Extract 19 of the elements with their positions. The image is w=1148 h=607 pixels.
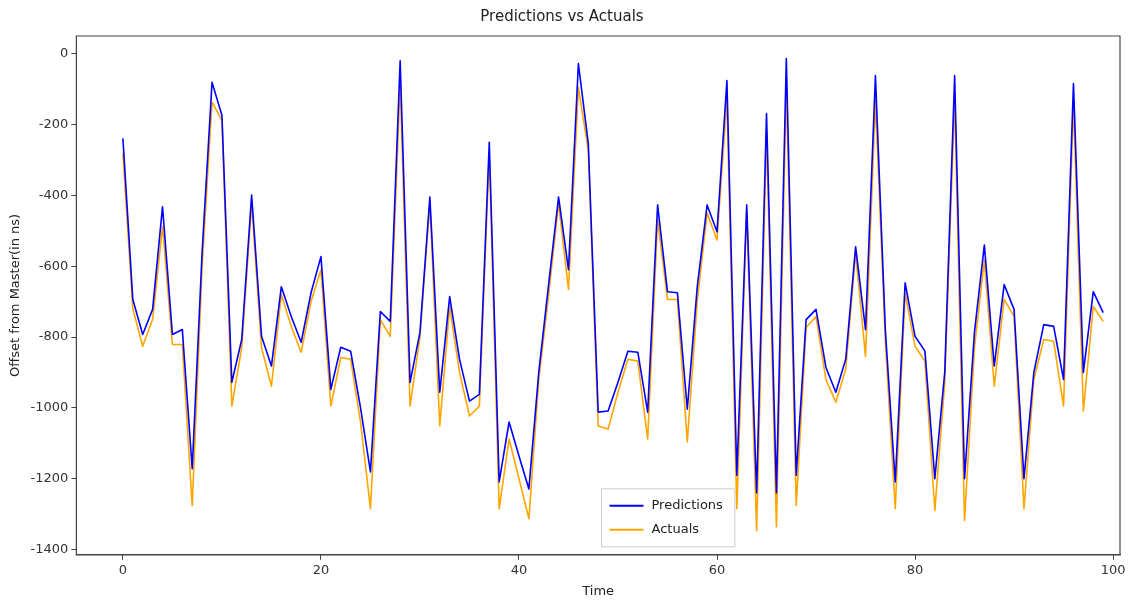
x-tick-label: 20 bbox=[312, 561, 330, 577]
y-tick-label: -200 bbox=[38, 115, 69, 131]
x-tick-label: 40 bbox=[510, 561, 528, 577]
y-tick-label: -800 bbox=[38, 328, 69, 344]
x-tick-label: 80 bbox=[906, 561, 924, 577]
y-axis-title: Offset from Master(in ns) bbox=[7, 213, 23, 377]
x-tick-label: 60 bbox=[708, 561, 726, 577]
y-tick-label: -1400 bbox=[30, 540, 69, 556]
chart-title: Predictions vs Actuals bbox=[480, 6, 644, 25]
legend-label: Actuals bbox=[651, 521, 700, 537]
x-tick-label: 0 bbox=[118, 561, 128, 577]
y-tick-label: 0 bbox=[60, 45, 69, 61]
legend-label: Predictions bbox=[651, 497, 724, 513]
y-tick-label: -1200 bbox=[30, 470, 69, 486]
y-tick-label: -600 bbox=[38, 257, 69, 273]
y-tick-label: -400 bbox=[38, 186, 69, 202]
y-tick-label: -1000 bbox=[30, 399, 69, 415]
x-tick-label: 100 bbox=[1100, 561, 1126, 577]
x-axis-title: Time bbox=[581, 582, 615, 598]
